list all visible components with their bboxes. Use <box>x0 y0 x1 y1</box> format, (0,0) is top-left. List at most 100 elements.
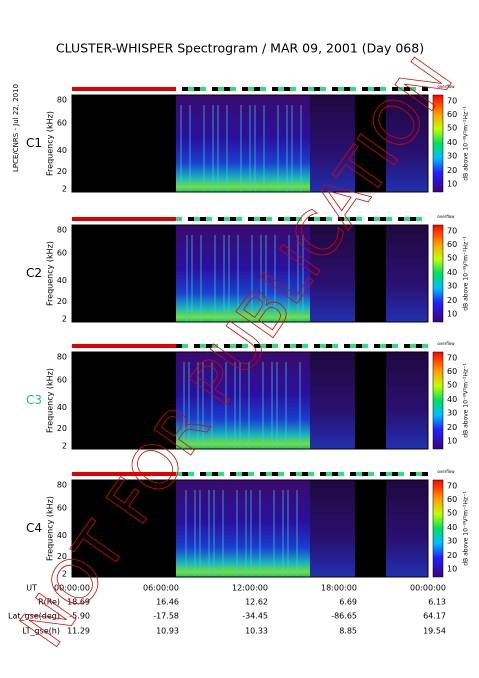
y-tick-label: 60 <box>57 376 67 385</box>
colorbar-tick-label: 50 <box>447 123 457 132</box>
status-bar <box>308 344 314 348</box>
status-bar <box>302 472 308 476</box>
status-bar <box>72 87 176 91</box>
colorbar-tick-label: 20 <box>447 423 457 432</box>
status-bar <box>72 472 176 476</box>
status-bar <box>350 344 356 348</box>
status-bar <box>416 87 422 91</box>
status-bar <box>266 344 272 348</box>
colorbar-tick-label: 60 <box>447 240 457 249</box>
colorbar <box>432 94 444 193</box>
status-bar <box>422 87 428 91</box>
status-bar <box>326 217 332 221</box>
spectrogram-stripe <box>228 235 230 322</box>
status-bar <box>392 217 398 221</box>
status-bar <box>206 87 212 91</box>
status-bar <box>200 472 206 476</box>
colorbar-tick-label: 10 <box>447 310 457 319</box>
status-bar <box>212 87 218 91</box>
status-bar <box>308 472 314 476</box>
status-bar <box>422 217 428 221</box>
status-label: overflow <box>437 341 455 346</box>
status-bar <box>422 472 428 476</box>
status-bar <box>254 344 260 348</box>
status-bar <box>344 472 350 476</box>
spectrogram-stripe <box>237 235 239 322</box>
colorbar-tick-label: 20 <box>447 166 457 175</box>
status-bar <box>398 344 404 348</box>
colorbar <box>432 351 444 450</box>
x-tick-label: 00:00:00 <box>410 584 446 593</box>
y-tick-label: 20 <box>57 552 67 561</box>
status-bar <box>386 217 392 221</box>
status-bar <box>260 87 266 91</box>
ephemeris-value: 8.85 <box>339 627 357 636</box>
status-bar <box>302 87 308 91</box>
spectrogram-stripe <box>197 362 199 449</box>
status-bar <box>248 87 254 91</box>
colorbar <box>432 479 444 578</box>
status-bar <box>362 472 368 476</box>
spectrogram-stripe <box>188 362 190 449</box>
status-bar <box>404 217 410 221</box>
colorbar-tick-label: 60 <box>447 110 457 119</box>
y-tick-label: 20 <box>57 297 67 306</box>
y-tick-label: 60 <box>57 504 67 513</box>
y-tick-label: 80 <box>57 480 67 489</box>
status-bar <box>284 472 290 476</box>
status-bar <box>416 217 422 221</box>
colorbar-tick-label: 70 <box>447 96 457 105</box>
spectrogram-stripe <box>300 105 302 192</box>
spectrogram-stripe <box>288 235 290 322</box>
status-bar <box>368 217 374 221</box>
ephemeris-value: -34.45 <box>242 612 268 621</box>
spectrogram <box>386 352 428 449</box>
status-bar <box>194 87 200 91</box>
status-bar <box>356 472 362 476</box>
spectrogram-stripe <box>202 362 204 449</box>
status-bar <box>314 87 320 91</box>
status-bar <box>416 472 422 476</box>
status-bar <box>236 87 242 91</box>
status-label: overflow <box>437 214 455 219</box>
status-bar <box>236 472 242 476</box>
spectrogram-stripe <box>213 490 215 577</box>
spectrogram-stripe <box>277 105 279 192</box>
status-bar <box>218 87 224 91</box>
status-bar <box>242 87 248 91</box>
status-bar <box>188 344 194 348</box>
colorbar-tick-label: 70 <box>447 481 457 490</box>
status-bar <box>218 472 224 476</box>
status-bar <box>320 344 326 348</box>
spectrogram <box>310 95 355 192</box>
status-bar <box>404 344 410 348</box>
status-label: overflow <box>437 469 455 474</box>
y-tick-label: 2 <box>62 185 67 194</box>
status-bar <box>230 87 236 91</box>
spectrogram-stripe <box>299 362 301 449</box>
status-bar <box>332 344 338 348</box>
spectrogram-stripe <box>225 362 227 449</box>
spectrogram-stripe <box>189 105 191 192</box>
y-tick-label: 2 <box>62 442 67 451</box>
ephemeris-value: -5.90 <box>69 612 90 621</box>
y-tick-label: 2 <box>62 315 67 324</box>
status-bar <box>338 87 344 91</box>
status-bar <box>242 217 248 221</box>
status-bar <box>404 87 410 91</box>
spectrogram-stripe <box>286 105 288 192</box>
y-axis-label: Frequency (kHz) <box>46 111 55 176</box>
ephemeris-value: 19.54 <box>423 627 446 636</box>
status-bar <box>344 344 350 348</box>
spectrogram <box>386 225 428 322</box>
spectrogram-stripe <box>226 105 228 192</box>
status-bar <box>254 472 260 476</box>
ephemeris-label: LT_gse(h) <box>22 627 60 636</box>
status-label: overflow <box>437 84 455 89</box>
spectrogram-stripe <box>259 490 261 577</box>
y-tick-label: 80 <box>57 225 67 234</box>
status-bar <box>182 472 188 476</box>
spectrogram-stripe <box>274 235 276 322</box>
status-bar <box>368 344 374 348</box>
